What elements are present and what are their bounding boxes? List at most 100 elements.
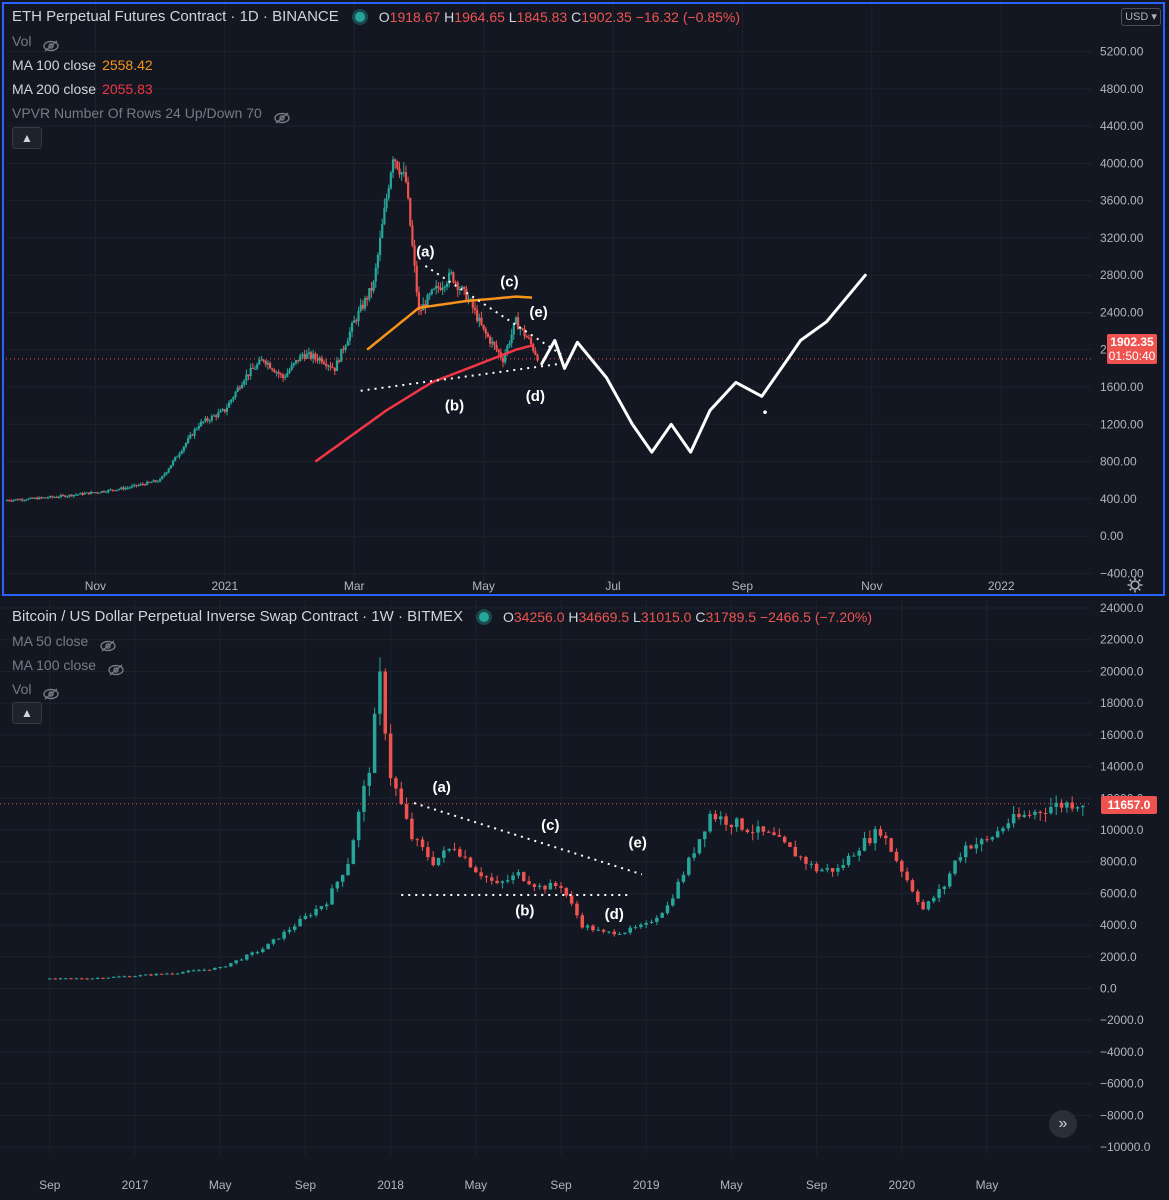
candle-body	[655, 917, 659, 922]
candle-body	[447, 848, 451, 851]
candle-body	[271, 368, 274, 371]
candle-body	[156, 481, 160, 483]
y-tick-label: 3200.00	[1100, 231, 1144, 245]
eth-price-badge: 1902.35 01:50:40	[1107, 334, 1157, 364]
candle-body	[1065, 802, 1069, 808]
candle-body	[258, 359, 261, 365]
candle-body	[64, 978, 68, 980]
candle-body	[31, 497, 34, 499]
eth-indicator-vpvr[interactable]: VPVR Number Of Rows 24 Up/Down 70	[12, 101, 740, 125]
candle-body	[932, 897, 936, 902]
eth-indicator-vol[interactable]: Vol	[12, 29, 740, 53]
eye-slash-icon[interactable]	[108, 659, 124, 676]
candle-body	[149, 974, 153, 976]
candle-body	[484, 876, 489, 878]
candle-body	[189, 434, 192, 439]
btc-indicator-ma100[interactable]: MA 100 close	[12, 653, 872, 677]
candle-body	[410, 818, 414, 840]
candle-body	[398, 168, 401, 175]
candle-body	[639, 924, 643, 928]
candle-body	[80, 978, 84, 980]
btc-indicator-ma50[interactable]: MA 50 close	[12, 629, 872, 653]
y-tick-label: 400.00	[1100, 492, 1137, 506]
candle-body	[74, 494, 78, 496]
candle-body	[471, 298, 474, 308]
eth-indicator-ma200[interactable]: MA 200 close 2055.83	[12, 81, 153, 97]
candle-body	[208, 420, 211, 422]
candle-body	[447, 272, 451, 284]
candle-body	[223, 409, 226, 412]
eth-chart-pane[interactable]: −400.000.00400.00800.001200.001600.00200…	[0, 0, 1169, 600]
x-tick-label: 2019	[633, 1178, 660, 1192]
candle-body	[174, 456, 177, 461]
eth-chart-canvas[interactable]: −400.000.00400.00800.001200.001600.00200…	[0, 0, 1169, 600]
candle-body	[665, 905, 670, 914]
chevron-up-icon[interactable]: ▲	[12, 702, 42, 724]
candle-body	[238, 387, 241, 389]
candle-body	[766, 831, 771, 833]
candle-body	[350, 322, 354, 332]
candle-body	[357, 311, 360, 322]
chevron-up-icon[interactable]: ▲	[12, 127, 42, 149]
eye-slash-icon[interactable]	[43, 35, 60, 52]
candle-body	[660, 913, 664, 918]
candle-body	[287, 929, 292, 932]
candle-body	[376, 254, 380, 268]
btc-ohlc: O34256.0 H34669.5 L31015.0 C31789.5 −246…	[503, 609, 873, 625]
candle-body	[212, 415, 216, 417]
candle-body	[154, 973, 159, 976]
candle-body	[788, 842, 792, 847]
candle-body	[122, 976, 127, 978]
candle-body	[504, 353, 507, 363]
eye-slash-icon[interactable]	[274, 107, 290, 124]
btc-chart-canvas[interactable]: −10000.0 −8000.0 −6000.0 −4000.0 −2000.0 0.0 2…	[0, 600, 1169, 1200]
eth-indicator-ma100[interactable]: MA 100 close 2558.42	[12, 57, 153, 73]
candle-body	[1011, 814, 1016, 824]
eye-slash-icon[interactable]	[100, 635, 116, 652]
candle-body	[417, 292, 420, 311]
y-tick-label: −8000.0	[1100, 1108, 1144, 1122]
candle-body	[94, 492, 97, 494]
candle-body	[250, 952, 254, 955]
gear-icon[interactable]	[1127, 577, 1143, 593]
eth-chart-title[interactable]: ETH Perpetual Futures Contract · 1D · BI…	[12, 8, 339, 25]
btc-chart-pane[interactable]: −10000.0 −8000.0 −6000.0 −4000.0 −2000.0 0.0 2…	[0, 600, 1169, 1200]
candle-body	[894, 851, 899, 861]
candle-body	[378, 237, 382, 255]
candle-body	[443, 286, 446, 288]
candle-body	[1038, 811, 1042, 813]
y-tick-label: −400.00	[1100, 566, 1144, 580]
double-chevron-right-icon[interactable]: »	[1049, 1110, 1077, 1138]
candle-body	[404, 804, 409, 819]
candle-body	[87, 492, 91, 495]
btc-chart-title[interactable]: Bitcoin / US Dollar Perpetual Inverse Sw…	[12, 608, 463, 625]
currency-selector[interactable]: USD ▾	[1121, 8, 1161, 26]
eye-slash-icon[interactable]	[43, 683, 60, 700]
candle-body	[628, 927, 632, 933]
y-tick-label: 16000.0	[1100, 728, 1144, 742]
candle-body	[497, 349, 500, 353]
candle-body	[273, 370, 276, 373]
wave-label: (b)	[515, 903, 534, 920]
candle-body	[979, 839, 984, 845]
candle-body	[207, 969, 212, 971]
candle-body	[437, 286, 440, 288]
candle-body	[182, 446, 185, 452]
candle-body	[873, 829, 877, 844]
candle-body	[320, 357, 323, 363]
candle-body	[512, 324, 515, 335]
candle-body	[460, 286, 464, 290]
candle-body	[218, 967, 222, 969]
candle-body	[921, 901, 925, 910]
btc-indicator-vol[interactable]: Vol	[12, 677, 872, 701]
candle-body	[1017, 814, 1021, 817]
candle-body	[191, 970, 196, 972]
candle-body	[318, 357, 321, 361]
candle-body	[111, 976, 116, 978]
candle-body	[452, 848, 457, 850]
candle-body	[322, 362, 326, 364]
candle-body	[1033, 811, 1037, 815]
eth-ohlc: O1918.67 H1964.65 L1845.83 C1902.35 −16.…	[378, 9, 741, 25]
candle-body	[564, 887, 569, 896]
candle-body	[141, 483, 144, 485]
